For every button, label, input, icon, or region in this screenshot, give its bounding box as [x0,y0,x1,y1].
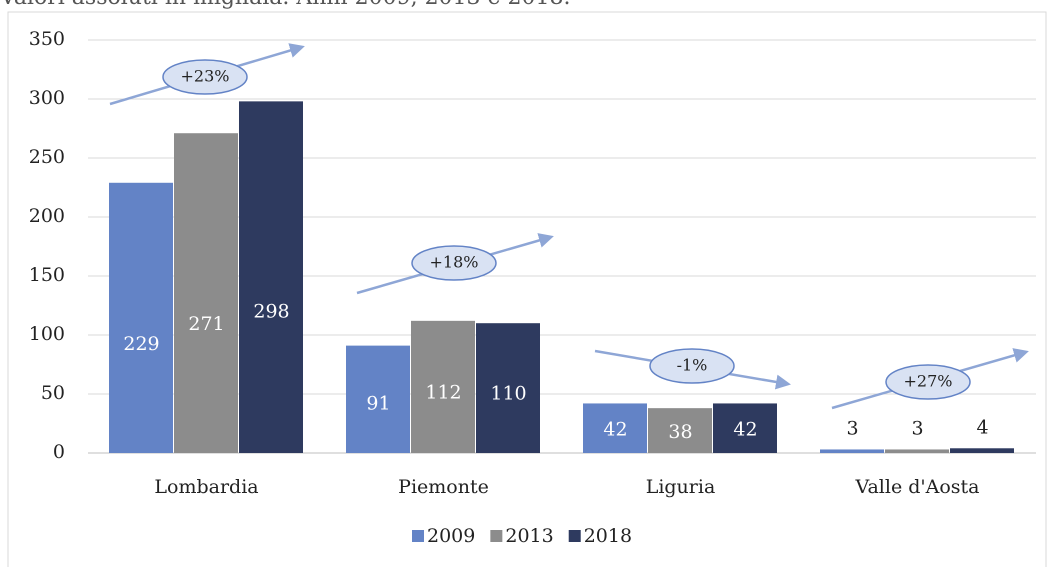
annotation-bubble [885,364,971,400]
x-tick-label: Piemonte [398,476,489,498]
data-label: 298 [253,300,289,322]
legend-label: 2009 [427,525,475,547]
bar [583,403,647,453]
y-tick-label: 350 [29,28,65,50]
annotation: +23% [181,67,230,86]
data-label: 42 [603,419,627,441]
bar [648,408,712,453]
data-label: 3 [911,417,923,439]
y-tick-label: 50 [41,382,65,404]
legend-label: 2018 [584,525,632,547]
bar [411,320,475,453]
bar [950,448,1014,453]
data-label: 42 [733,419,757,441]
bar [476,323,540,453]
data-label: 4 [976,416,988,438]
data-label: 38 [668,421,692,443]
data-label: 110 [490,383,526,405]
y-tick-label: 0 [53,441,65,463]
annotation: +27% [904,372,953,391]
y-tick-label: 150 [29,264,65,286]
annotation-bubble [162,59,248,95]
data-label: 229 [123,333,159,355]
legend-swatch [490,530,503,542]
bar [885,449,949,453]
annotation: -1% [677,356,708,375]
chart-title: Valori assoluti in migliaia. Anni 2009, … [0,0,571,10]
x-tick-label: Lombardia [154,476,258,498]
data-label: 271 [188,313,224,335]
y-tick-label: 300 [29,87,65,109]
bar [109,182,173,453]
y-tick-label: 250 [29,146,65,168]
bar [820,449,884,453]
x-tick-label: Liguria [646,476,716,498]
bar [239,101,303,454]
bar [346,345,410,453]
bar [713,403,777,453]
y-tick-label: 100 [29,323,65,345]
annotation: +18% [430,253,479,272]
y-tick-label: 200 [29,205,65,227]
data-label: 112 [425,382,461,404]
bar [174,133,238,453]
legend-swatch [412,530,424,542]
annotation-bubble [649,348,735,384]
legend-label: 2013 [505,525,553,547]
x-tick-label: Valle d'Aosta [854,476,979,498]
chart-border [7,11,1047,567]
data-label: 91 [366,393,390,415]
legend-swatch [568,530,581,542]
annotation-bubble [411,245,497,281]
data-label: 3 [846,417,858,439]
